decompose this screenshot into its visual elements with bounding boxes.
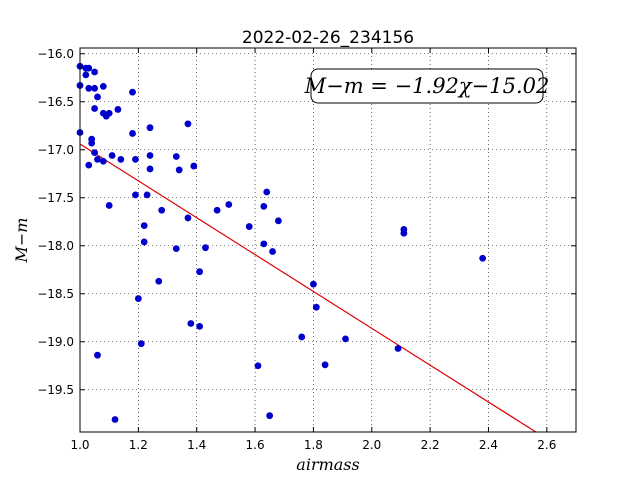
data-point — [225, 201, 233, 208]
x-tick-label: 2.4 — [479, 438, 498, 452]
data-point — [196, 268, 204, 276]
plot-frame — [79, 47, 577, 433]
x-tick-label: 2.2 — [421, 438, 440, 452]
data-point — [266, 412, 274, 420]
annotation-text: M−m = −1.92χ−15.02 — [304, 74, 550, 98]
data-point — [202, 244, 209, 252]
chart-title: 2022-02-26_234156 — [242, 28, 414, 48]
grid-lines — [79, 48, 576, 432]
data-point — [82, 71, 90, 79]
data-point — [184, 214, 192, 222]
y-axis-label: M−m — [12, 218, 31, 264]
data-point — [111, 416, 119, 423]
data-point — [99, 83, 107, 90]
x-tick-label: 2.6 — [537, 438, 556, 452]
data-point — [146, 152, 154, 159]
y-axis-ticks: −16.0 −16.5 −17.0 −17.5 −18.0 −18.5 −19.0 −19.5 — [37, 47, 576, 397]
plot-background — [80, 48, 576, 432]
y-tick-label: −17.0 — [37, 143, 74, 157]
data-point — [140, 238, 148, 246]
data-point — [99, 157, 107, 165]
data-point — [312, 303, 320, 311]
data-point — [172, 153, 180, 160]
data-point — [108, 152, 116, 159]
data-point — [394, 345, 402, 352]
y-tick-label: −16.0 — [37, 47, 74, 61]
data-point — [105, 109, 113, 117]
data-point — [132, 191, 139, 199]
data-point — [129, 130, 136, 137]
data-point — [134, 295, 142, 302]
data-point — [342, 335, 349, 343]
data-point — [400, 229, 408, 237]
data-point — [187, 320, 195, 327]
data-point — [310, 280, 317, 288]
data-point — [479, 254, 487, 262]
data-point — [114, 106, 122, 113]
data-point — [91, 105, 98, 112]
data-point — [321, 361, 329, 369]
data-point — [213, 206, 221, 214]
data-point — [269, 248, 276, 255]
data-point — [140, 222, 148, 230]
x-axis-label: airmass — [296, 455, 359, 474]
y-tick-label: −19.5 — [37, 383, 74, 397]
data-point — [94, 351, 101, 359]
data-point — [91, 149, 98, 157]
data-point — [190, 162, 198, 170]
data-point — [146, 165, 154, 173]
data-point — [137, 340, 145, 348]
fit-annotation: M−m = −1.92χ−15.02 — [304, 68, 550, 104]
y-tick-label: −19.0 — [37, 335, 74, 349]
data-point — [175, 166, 183, 174]
data-point — [254, 362, 262, 370]
data-point — [85, 84, 93, 92]
x-tick-label: 1.8 — [304, 438, 323, 452]
data-point — [275, 217, 282, 225]
data-point — [85, 161, 93, 169]
data-point — [91, 84, 98, 92]
data-point — [94, 155, 101, 163]
data-point — [94, 93, 101, 101]
x-tick-label: 2.0 — [362, 438, 381, 452]
data-point — [196, 323, 204, 330]
data-point — [245, 223, 253, 230]
data-point — [146, 124, 154, 132]
data-point — [91, 68, 98, 76]
data-point — [155, 277, 163, 285]
x-axis-ticks: 1.0 1.2 1.4 1.6 1.8 2.0 2.2 2.4 2.6 — [70, 48, 556, 452]
y-tick-label: −16.5 — [37, 95, 74, 109]
data-point — [263, 188, 271, 196]
fit-line — [79, 143, 537, 433]
data-point — [143, 191, 151, 199]
data-point — [85, 64, 93, 72]
data-point — [105, 202, 113, 209]
x-tick-label: 1.0 — [70, 438, 89, 452]
data-point — [158, 206, 166, 214]
data-points — [76, 62, 487, 423]
x-tick-label: 1.6 — [246, 438, 265, 452]
data-point — [298, 333, 306, 341]
data-point — [88, 135, 96, 143]
data-point — [184, 120, 192, 128]
y-tick-label: −18.0 — [37, 239, 74, 253]
data-point — [260, 240, 268, 248]
data-point — [132, 155, 139, 163]
x-tick-label: 1.2 — [129, 438, 148, 452]
y-tick-label: −18.5 — [37, 287, 74, 301]
data-point — [172, 245, 180, 253]
data-point — [117, 155, 125, 163]
x-tick-label: 1.4 — [187, 438, 206, 452]
data-point — [129, 88, 136, 96]
y-tick-label: −17.5 — [37, 191, 74, 205]
annotation-box — [310, 68, 544, 104]
data-point — [260, 203, 268, 210]
